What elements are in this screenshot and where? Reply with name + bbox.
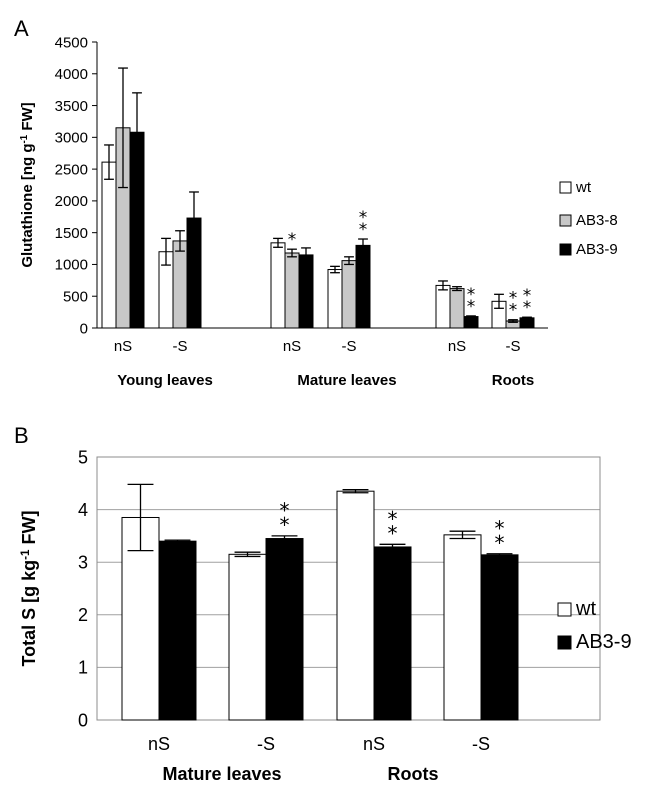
legend-swatch <box>559 243 572 256</box>
significance-mark: * <box>467 297 476 317</box>
y-tick-label: 0 <box>80 320 88 337</box>
y-tick-label: 1500 <box>55 225 88 242</box>
y-tick-label: 3500 <box>55 98 88 115</box>
x-group-label: Roots <box>388 764 439 784</box>
x-group-label: Mature leaves <box>297 372 396 389</box>
x-category-label: nS <box>114 338 132 355</box>
x-category-label: nS <box>283 338 301 355</box>
bar <box>158 540 197 721</box>
legend-label: wt <box>575 598 596 620</box>
significance-mark: * <box>495 516 505 540</box>
x-category-label: -S <box>342 338 357 355</box>
legend-label: AB3-8 <box>576 212 618 229</box>
x-category-label: nS <box>448 338 466 355</box>
bar <box>480 554 519 721</box>
y-tick-label: 1 <box>78 658 88 678</box>
bar <box>101 161 117 329</box>
legend-swatch <box>559 214 572 227</box>
x-group-label: Roots <box>492 372 535 389</box>
significance-mark: * <box>509 289 518 309</box>
y-tick-label: 2000 <box>55 193 88 210</box>
panel-label: A <box>14 16 29 41</box>
y-tick-label: 3000 <box>55 130 88 147</box>
y-tick-label: 4000 <box>55 66 88 83</box>
panel-a: A 0 500 1000 1500 2000 2500 3000 3500 4000 4500 Glu… <box>14 16 618 389</box>
x-category-label: nS <box>148 734 170 754</box>
bar <box>463 316 479 329</box>
bar <box>327 269 343 329</box>
bar <box>228 553 267 721</box>
significance-mark: * <box>509 301 518 321</box>
bar <box>270 242 286 329</box>
bar <box>265 538 304 721</box>
x-category-label: nS <box>363 734 385 754</box>
x-category-label: -S <box>472 734 490 754</box>
y-tick-label: 5 <box>78 447 88 467</box>
bar <box>355 244 371 329</box>
x-category-label: -S <box>506 338 521 355</box>
x-group-label: Mature leaves <box>162 764 281 784</box>
significance-mark: * <box>523 286 532 306</box>
y-tick-label: 4500 <box>55 34 88 51</box>
y-tick-label: 1000 <box>55 257 88 274</box>
bar <box>519 317 535 329</box>
significance-mark: * <box>467 285 476 305</box>
bar <box>172 240 188 329</box>
y-tick-label: 2 <box>78 605 88 625</box>
significance-mark: * <box>523 298 532 318</box>
bar <box>341 260 357 329</box>
bar <box>449 288 465 329</box>
y-tick-label: 4 <box>78 500 88 520</box>
y-axis-label: Glutathione [ng g-1 FW] <box>19 102 37 267</box>
y-axis-label: Total S [g kg-1 FW] <box>19 510 40 666</box>
bar <box>298 254 314 329</box>
significance-mark: * <box>388 507 398 531</box>
significance-mark: * <box>359 208 368 228</box>
bar <box>336 490 375 721</box>
significance-mark: * <box>359 220 368 240</box>
bar <box>435 284 451 329</box>
x-category-label: -S <box>257 734 275 754</box>
x-group-label: Young leaves <box>117 372 213 389</box>
y-tick-label: 500 <box>63 288 88 305</box>
significance-mark: * <box>280 513 290 537</box>
y-tick-label: 0 <box>78 710 88 730</box>
bar <box>443 534 482 721</box>
significance-mark: * <box>288 230 297 250</box>
legend-swatch <box>559 181 572 194</box>
y-tick-label: 3 <box>78 553 88 573</box>
legend-swatch <box>557 635 572 650</box>
bar <box>373 546 412 721</box>
significance-mark: * <box>388 521 398 545</box>
y-tick-label: 2500 <box>55 161 88 178</box>
legend-label: AB3-9 <box>576 241 618 258</box>
legend-label: AB3-9 <box>576 631 632 653</box>
panel-label: B <box>14 423 29 448</box>
legend-label: wt <box>575 179 592 196</box>
legend-swatch <box>557 602 572 617</box>
significance-mark: * <box>495 531 505 555</box>
bar <box>284 252 300 329</box>
x-category-label: -S <box>173 338 188 355</box>
significance-mark: * <box>280 499 290 523</box>
